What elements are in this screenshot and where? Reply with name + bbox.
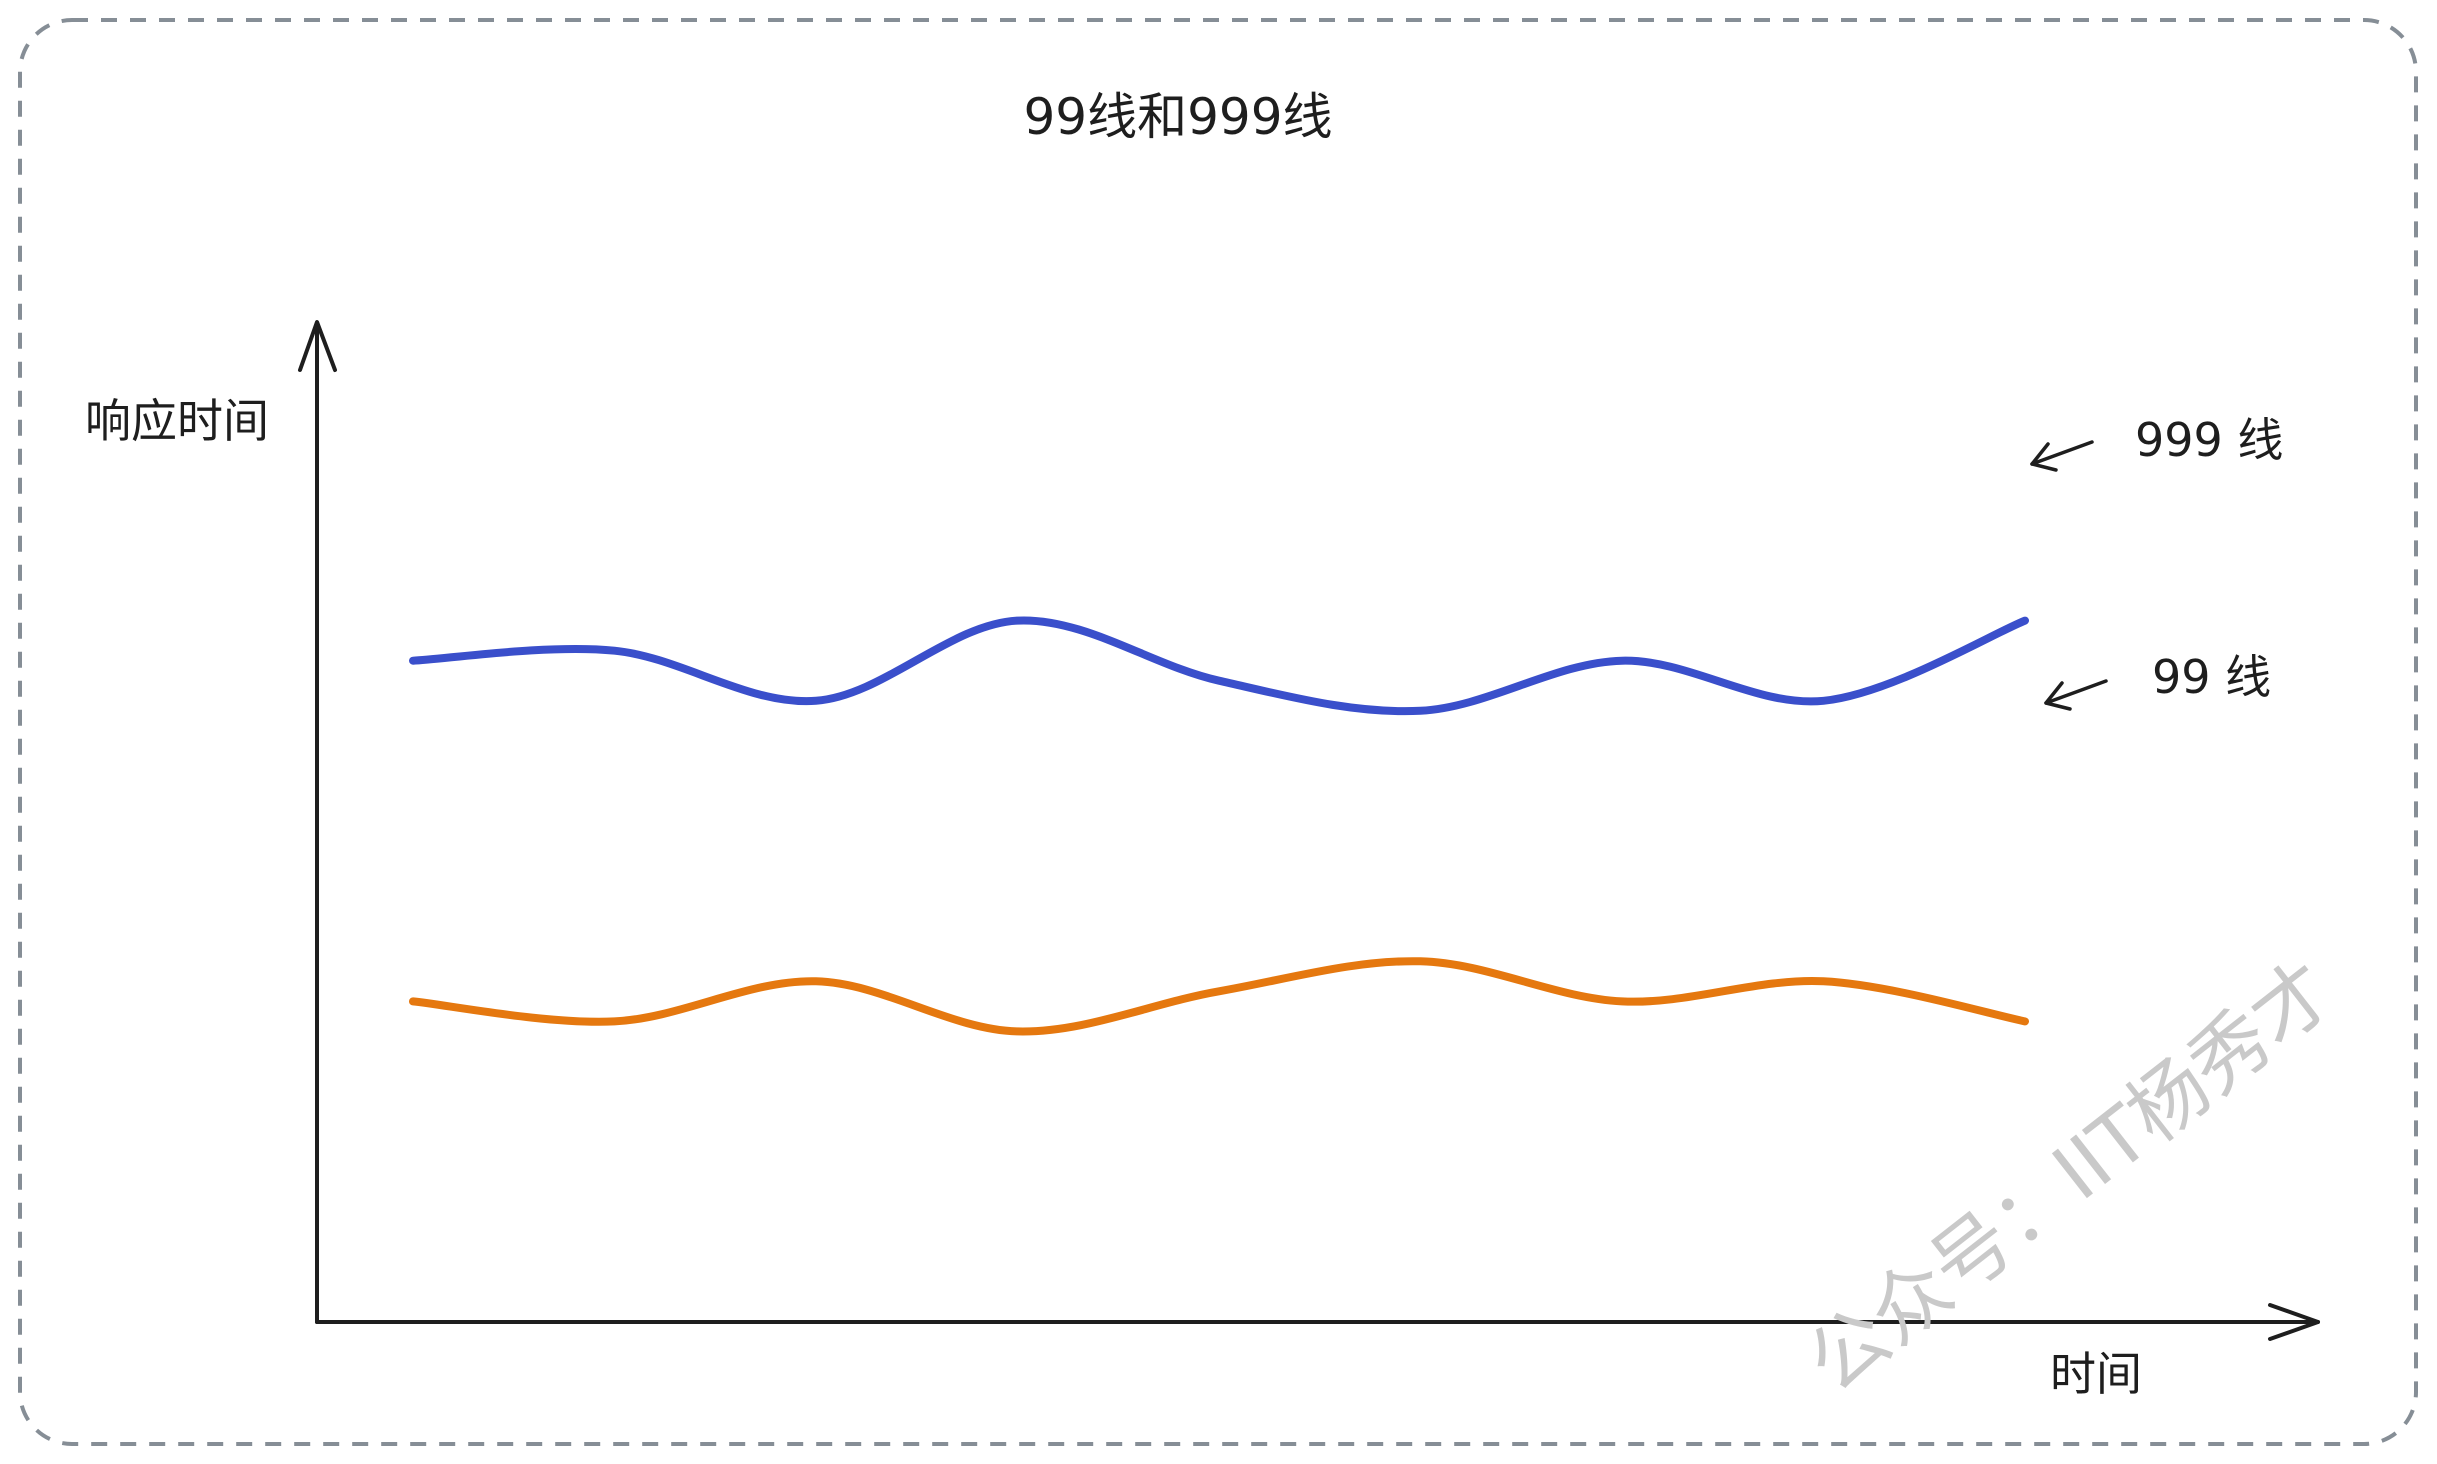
x-axis-label: 时间 <box>2050 1347 2142 1401</box>
chart-axes <box>298 320 2320 1341</box>
series-line-1 <box>409 957 2029 1036</box>
series-99-label: 99 线 <box>2152 650 2271 704</box>
y-axis-arrowhead <box>298 320 337 372</box>
chart-frame <box>18 18 2418 1446</box>
x-axis-arrowhead <box>2268 1303 2320 1341</box>
series-line-0 <box>409 616 2029 716</box>
series-999-label-arrow <box>2030 440 2094 472</box>
y-axis-label: 响应时间 <box>85 394 269 448</box>
series-99-label-arrow <box>2044 679 2108 711</box>
series-layer <box>409 616 2029 1036</box>
chart-title: 99线和999线 <box>1023 88 1332 146</box>
label-arrows <box>2030 440 2108 711</box>
series-999-label: 999 线 <box>2135 413 2283 467</box>
